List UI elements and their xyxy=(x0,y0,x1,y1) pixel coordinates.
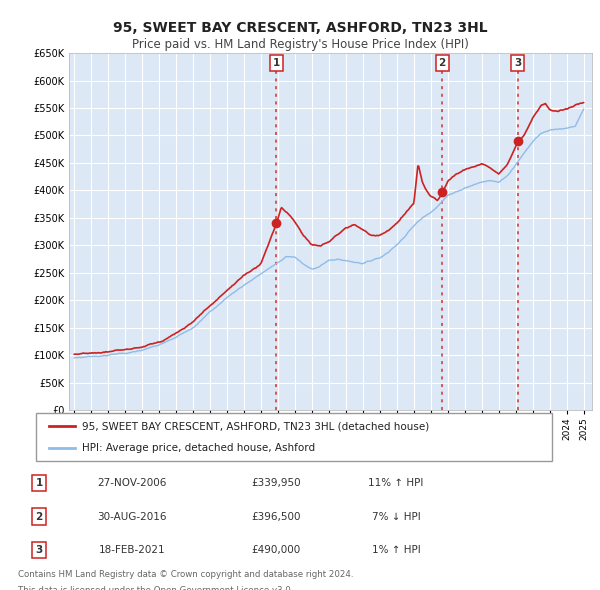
Text: HPI: Average price, detached house, Ashford: HPI: Average price, detached house, Ashf… xyxy=(82,443,316,453)
Text: 1: 1 xyxy=(272,58,280,68)
Text: Contains HM Land Registry data © Crown copyright and database right 2024.: Contains HM Land Registry data © Crown c… xyxy=(18,570,353,579)
Text: 1: 1 xyxy=(35,478,43,488)
Text: 3: 3 xyxy=(35,545,43,555)
Text: £490,000: £490,000 xyxy=(251,545,301,555)
Text: 27-NOV-2006: 27-NOV-2006 xyxy=(97,478,167,488)
Text: 95, SWEET BAY CRESCENT, ASHFORD, TN23 3HL (detached house): 95, SWEET BAY CRESCENT, ASHFORD, TN23 3H… xyxy=(82,421,430,431)
Text: Price paid vs. HM Land Registry's House Price Index (HPI): Price paid vs. HM Land Registry's House … xyxy=(131,38,469,51)
Text: 95, SWEET BAY CRESCENT, ASHFORD, TN23 3HL: 95, SWEET BAY CRESCENT, ASHFORD, TN23 3H… xyxy=(113,21,487,35)
Text: 18-FEB-2021: 18-FEB-2021 xyxy=(98,545,166,555)
Text: 30-AUG-2016: 30-AUG-2016 xyxy=(97,512,167,522)
Text: £396,500: £396,500 xyxy=(251,512,301,522)
Text: This data is licensed under the Open Government Licence v3.0.: This data is licensed under the Open Gov… xyxy=(18,586,293,590)
Text: 2: 2 xyxy=(35,512,43,522)
Text: 11% ↑ HPI: 11% ↑ HPI xyxy=(368,478,424,488)
Text: 2: 2 xyxy=(439,58,446,68)
Text: 7% ↓ HPI: 7% ↓ HPI xyxy=(371,512,421,522)
Text: £339,950: £339,950 xyxy=(251,478,301,488)
Text: 1% ↑ HPI: 1% ↑ HPI xyxy=(371,545,421,555)
Text: 3: 3 xyxy=(514,58,521,68)
